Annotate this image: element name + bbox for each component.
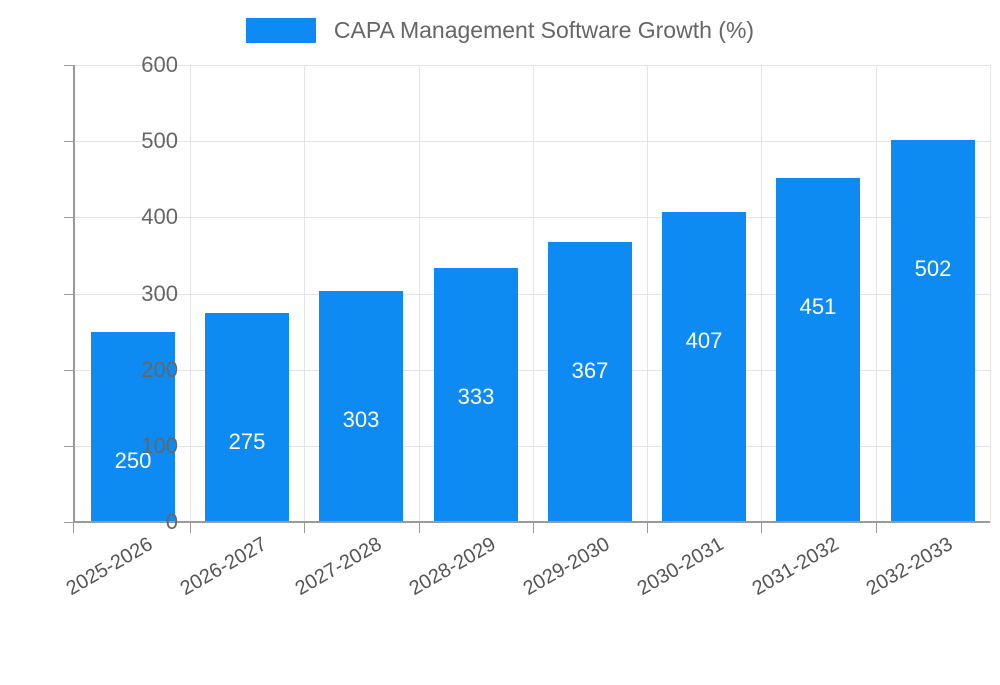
- gridline-x-2: [304, 65, 305, 522]
- x-tick-label-2030-2031: 2030-2031: [633, 533, 728, 601]
- legend-item-series-1[interactable]: CAPA Management Software Growth (%): [245, 16, 755, 43]
- bar-value-label: 333: [457, 384, 495, 409]
- bar-2030-2031[interactable]: 407: [662, 212, 746, 522]
- x-tick-mark-7: [876, 523, 877, 533]
- bar-value-label: 367: [571, 358, 609, 383]
- x-axis-line: [73, 521, 990, 523]
- plot-area: 250 275 303 333 367 407 451 502: [73, 65, 991, 522]
- gridline-y-300: [73, 294, 990, 295]
- gridline-y-600: [73, 65, 990, 66]
- gridline-x-5: [647, 65, 648, 522]
- y-tick-mark-0: [64, 522, 74, 523]
- y-tick-mark-200: [64, 370, 74, 371]
- bar-value-label: 275: [228, 429, 266, 454]
- bar-value-label: 407: [685, 328, 723, 353]
- gridline-y-200: [73, 370, 990, 371]
- bar-2031-2032[interactable]: 451: [776, 178, 860, 522]
- legend-label: CAPA Management Software Growth (%): [333, 16, 755, 43]
- bar-2025-2026[interactable]: 250: [91, 332, 175, 522]
- bar-value-label: 502: [914, 256, 952, 281]
- gridline-x-7: [876, 65, 877, 522]
- x-tick-label-2031-2032: 2031-2032: [748, 533, 843, 601]
- bar-value-label: 303: [342, 407, 380, 432]
- gridline-x-6: [761, 65, 762, 522]
- x-tick-mark-1: [190, 523, 191, 533]
- bar-2032-2033[interactable]: 502: [891, 140, 975, 522]
- y-tick-mark-300: [64, 294, 74, 295]
- x-tick-label-2032-2033: 2032-2033: [862, 533, 957, 601]
- legend-color-swatch-icon: [245, 17, 316, 43]
- y-tick-mark-600: [64, 65, 74, 66]
- x-tick-mark-3: [419, 523, 420, 533]
- bar-2029-2030[interactable]: 367: [548, 242, 632, 522]
- x-tick-mark-4: [533, 523, 534, 533]
- gridline-x-8: [990, 65, 991, 522]
- x-tick-label-2028-2029: 2028-2029: [405, 533, 500, 601]
- x-tick-mark-6: [761, 523, 762, 533]
- gridline-x-4: [533, 65, 534, 522]
- x-tick-label-2027-2028: 2027-2028: [291, 533, 386, 601]
- y-tick-mark-400: [64, 217, 74, 218]
- x-tick-label-2026-2027: 2026-2027: [176, 533, 271, 601]
- bar-2026-2027[interactable]: 275: [205, 313, 289, 522]
- bar-value-label: 250: [114, 448, 152, 473]
- gridline-y-100: [73, 446, 990, 447]
- y-tick-mark-100: [64, 446, 74, 447]
- x-tick-mark-2: [304, 523, 305, 533]
- bar-value-label: 451: [799, 294, 837, 319]
- gridline-y-400: [73, 217, 990, 218]
- bar-chart-figure: CAPA Management Software Growth (%) 250 …: [0, 12, 1000, 601]
- bar-2028-2029[interactable]: 333: [434, 268, 518, 522]
- chart-legend: CAPA Management Software Growth (%): [0, 12, 1000, 48]
- y-axis-line: [73, 65, 75, 523]
- gridline-y-500: [73, 141, 990, 142]
- bar-2027-2028[interactable]: 303: [319, 291, 403, 522]
- x-tick-mark-5: [647, 523, 648, 533]
- x-tick-label-2029-2030: 2029-2030: [519, 533, 614, 601]
- y-tick-mark-500: [64, 141, 74, 142]
- x-tick-mark-8: [73, 523, 74, 533]
- gridline-x-3: [419, 65, 420, 522]
- gridline-x-1: [190, 65, 191, 522]
